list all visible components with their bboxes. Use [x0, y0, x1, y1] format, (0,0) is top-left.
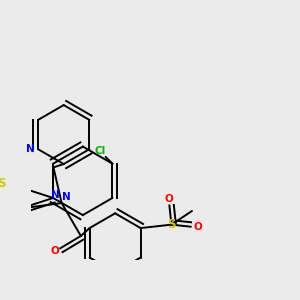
Text: N: N — [51, 190, 60, 200]
Text: S: S — [0, 177, 6, 190]
Text: Cl: Cl — [94, 146, 106, 156]
Text: O: O — [164, 194, 173, 204]
Text: O: O — [50, 246, 59, 256]
Text: N: N — [26, 144, 35, 154]
Text: S: S — [167, 218, 176, 231]
Text: O: O — [193, 222, 202, 232]
Text: N: N — [62, 192, 71, 203]
